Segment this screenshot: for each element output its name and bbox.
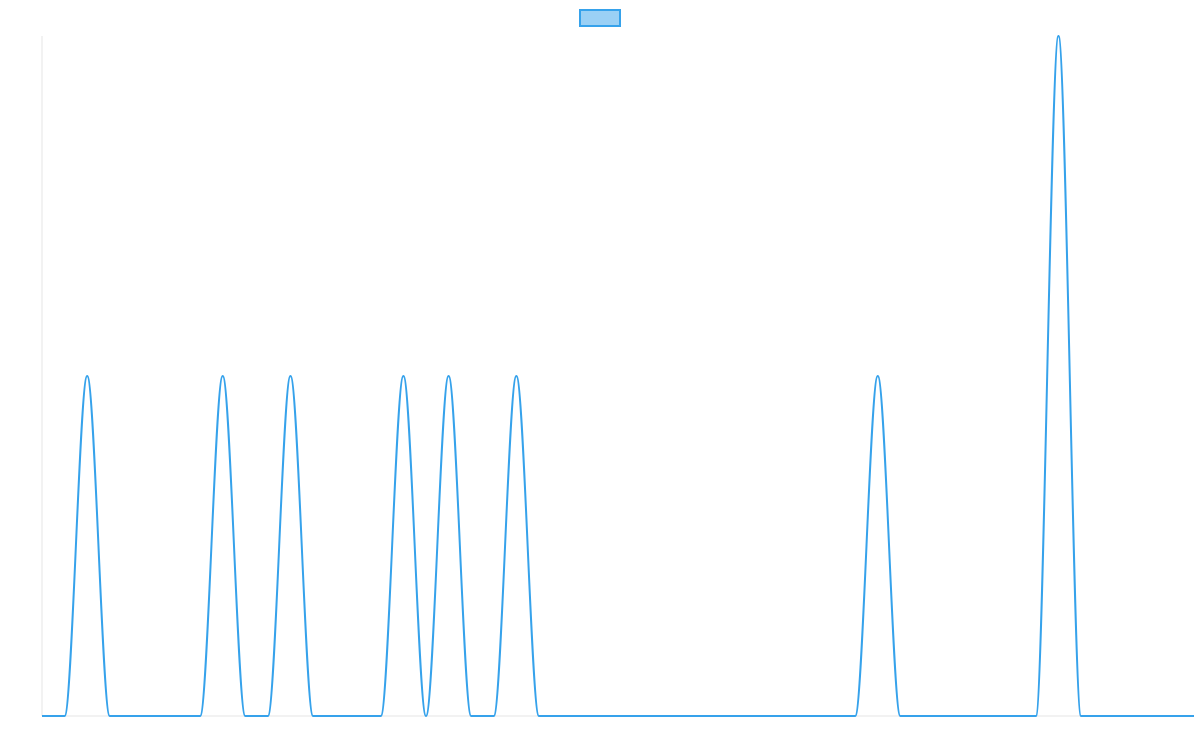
legend-swatch[interactable] [579, 9, 621, 27]
legend[interactable] [579, 9, 621, 27]
series-line-0[interactable] [42, 35, 1194, 717]
axes [41, 36, 1194, 717]
series-layer [42, 35, 1194, 717]
